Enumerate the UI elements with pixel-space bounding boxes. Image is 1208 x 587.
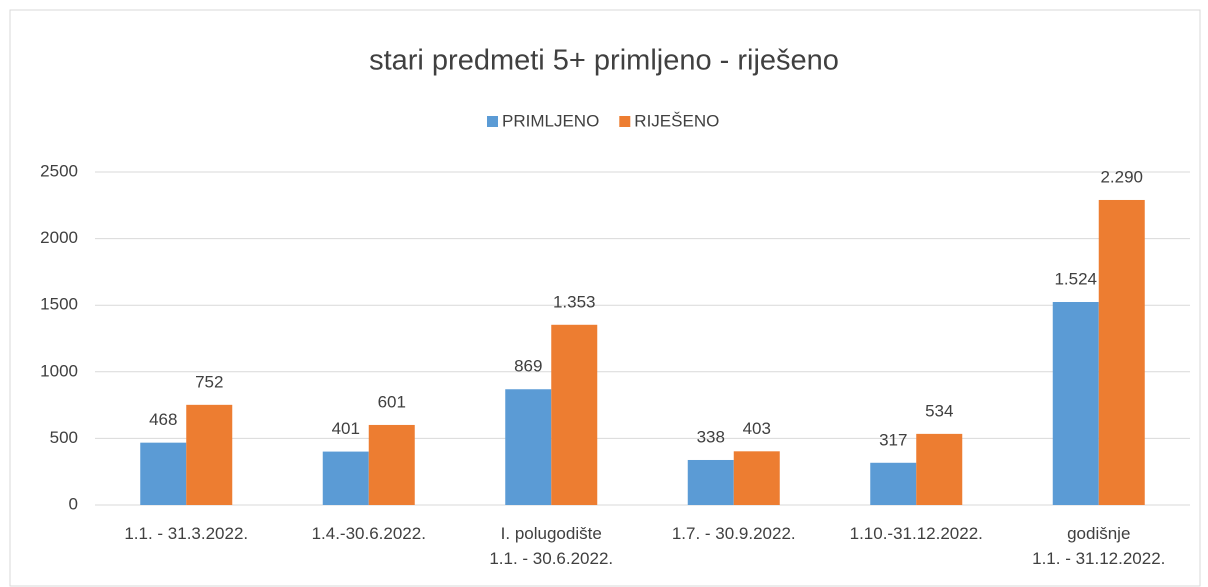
value-label: 1.524 xyxy=(1054,269,1097,288)
bar xyxy=(551,324,598,505)
value-label: 2.290 xyxy=(1100,167,1143,186)
y-tick-label: 1500 xyxy=(40,295,78,314)
value-label: 869 xyxy=(514,357,542,376)
bar xyxy=(322,451,369,505)
bar xyxy=(1052,302,1099,505)
value-label: 534 xyxy=(925,401,953,420)
x-tick-label: 1.7. - 30.9.2022. xyxy=(672,524,796,543)
bar xyxy=(505,389,552,505)
value-label: 752 xyxy=(195,372,223,391)
legend-label: RIJEŠENO xyxy=(634,111,719,130)
bar xyxy=(1098,199,1145,506)
y-tick-label: 2000 xyxy=(40,228,78,247)
bar xyxy=(733,451,780,505)
y-tick-label: 1000 xyxy=(40,361,78,380)
x-tick-label: godišnje 1.1. - 31.12.2022. xyxy=(1032,524,1165,568)
bar xyxy=(916,433,963,505)
value-label: 401 xyxy=(332,419,360,438)
x-tick-label: 1.10.-31.12.2022. xyxy=(850,524,983,543)
bar xyxy=(140,442,187,505)
x-tick-label: I. polugodište 1.1. - 30.6.2022. xyxy=(489,524,613,568)
y-tick-label: 2500 xyxy=(40,161,78,180)
legend-swatch xyxy=(487,116,498,127)
x-tick-label: 1.4.-30.6.2022. xyxy=(312,524,426,543)
y-tick-label: 0 xyxy=(69,494,78,513)
value-label: 1.353 xyxy=(553,292,596,311)
legend-swatch xyxy=(619,116,631,127)
value-label: 601 xyxy=(378,392,406,411)
bar xyxy=(368,424,415,505)
value-label: 338 xyxy=(697,427,725,446)
value-label: 468 xyxy=(149,410,177,429)
y-tick-label: 500 xyxy=(50,428,78,447)
chart-title: stari predmeti 5+ primljeno - riješeno xyxy=(369,45,839,77)
value-label: 403 xyxy=(743,419,771,438)
value-label: 317 xyxy=(879,430,907,449)
bar xyxy=(870,462,917,505)
bar xyxy=(687,459,734,505)
legend-label: PRIMLJENO xyxy=(502,111,599,130)
x-tick-label: 1.1. - 31.3.2022. xyxy=(124,524,248,543)
bar xyxy=(186,404,233,505)
